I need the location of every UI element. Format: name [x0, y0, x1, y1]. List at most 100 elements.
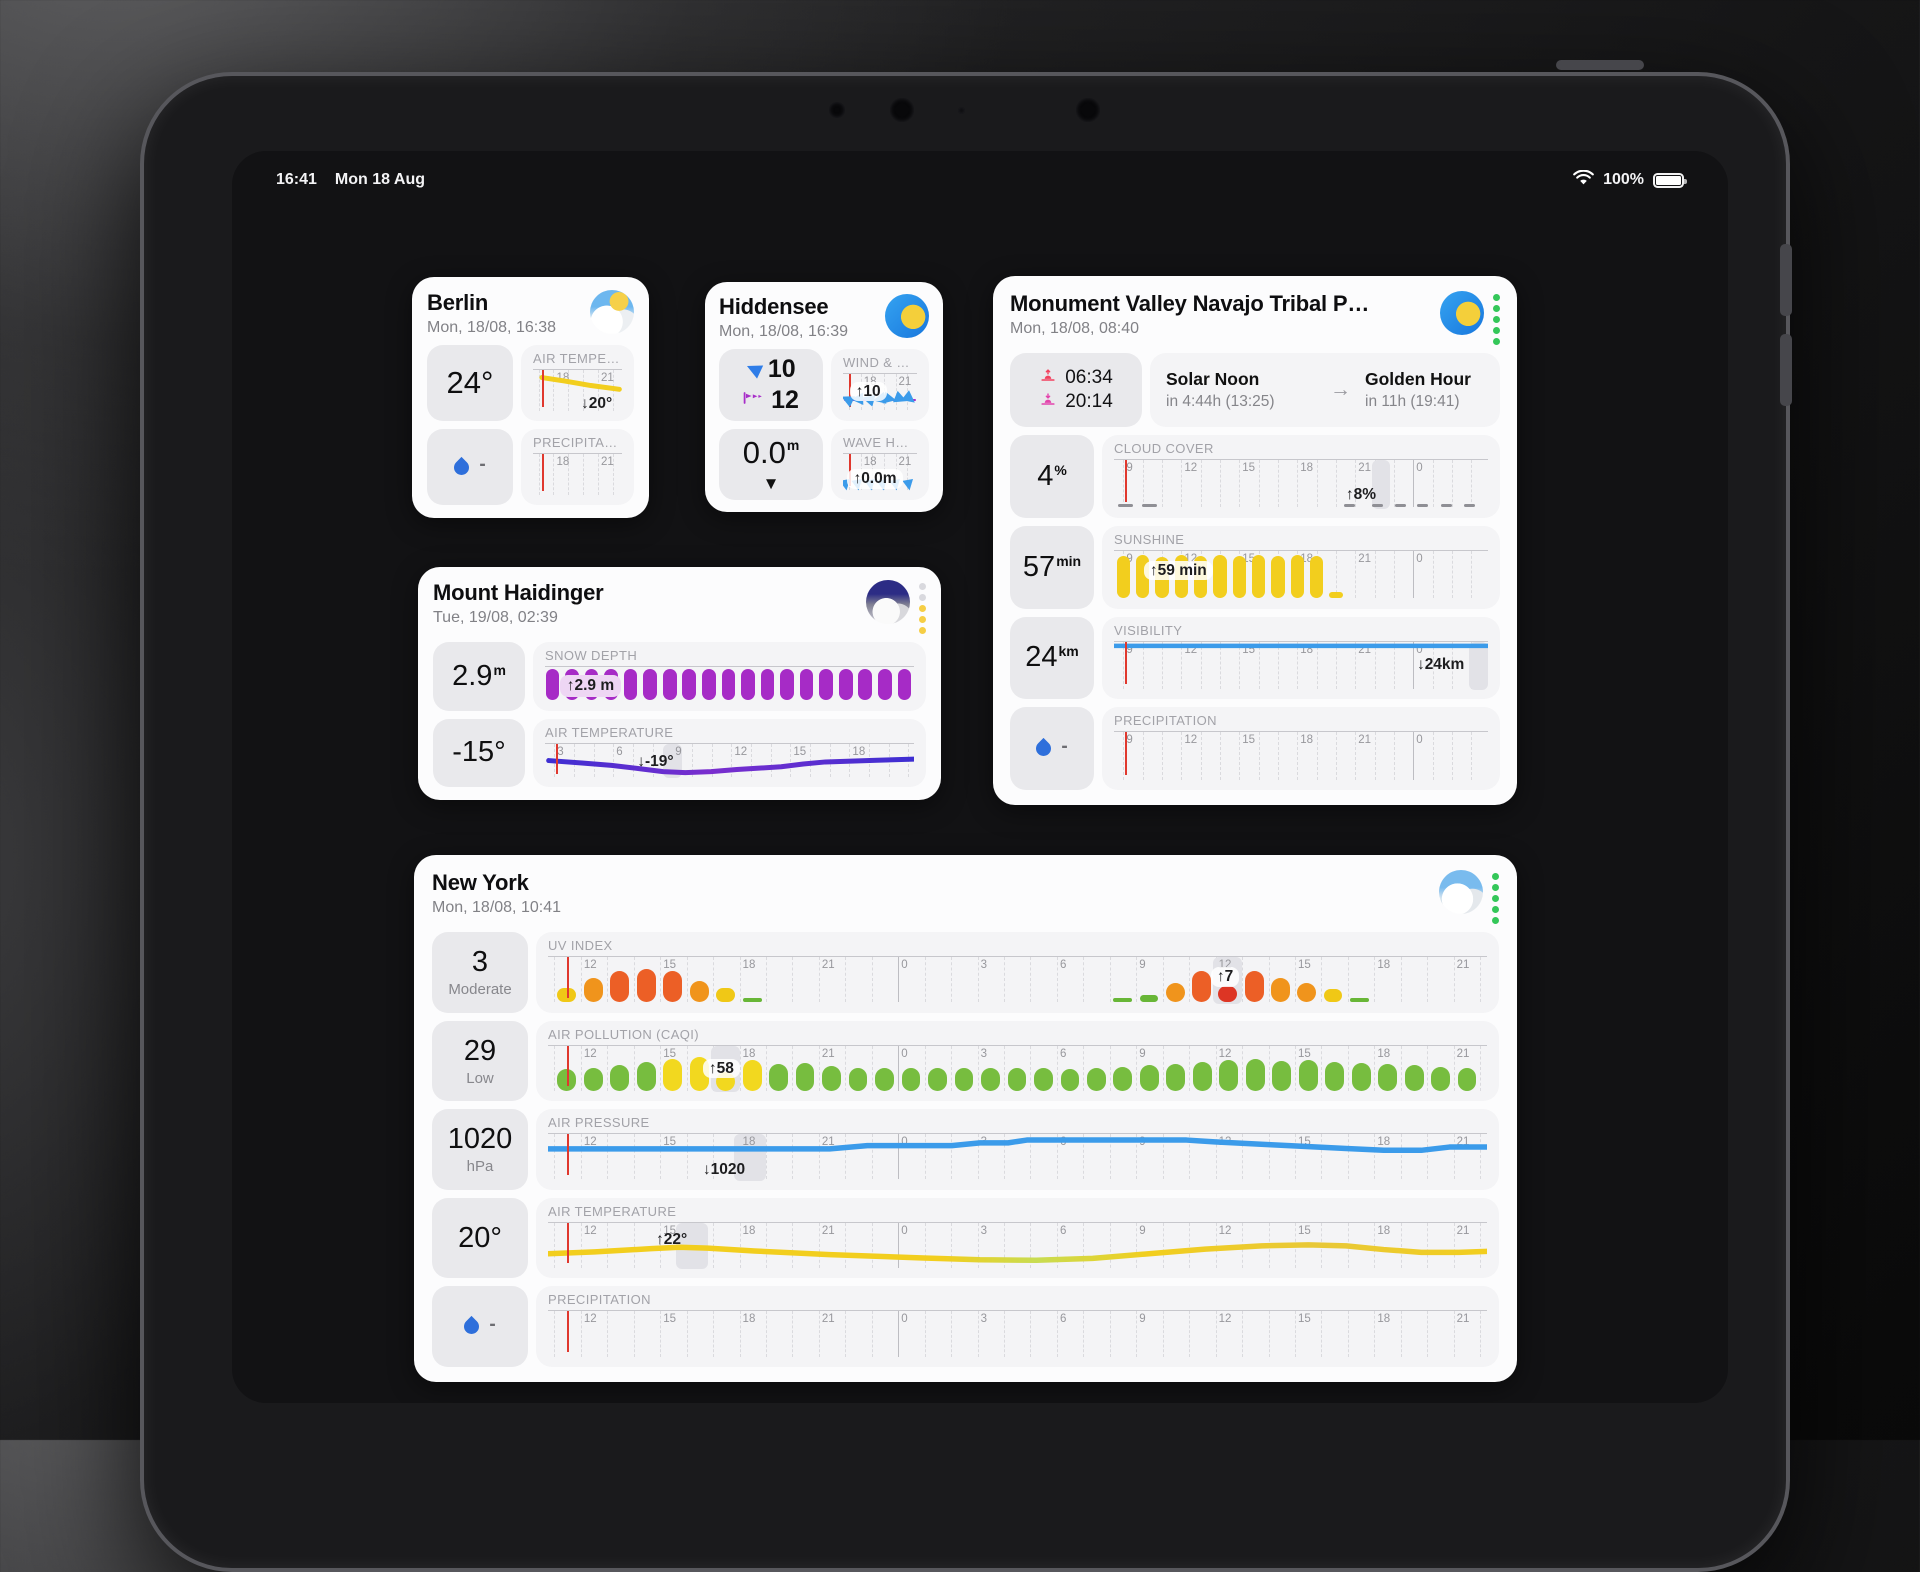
- wind-gust-icon: [743, 391, 764, 409]
- wind-gust-value: 12: [771, 385, 799, 414]
- air-pollution-chart: AIR POLLUTION (CAQI) 12 15 18 21 0 3 6 9 12 15 18 21…: [536, 1020, 1499, 1102]
- wave-tile: 0.0m ▼: [719, 428, 823, 500]
- air-pollution-level: Low: [466, 1069, 494, 1087]
- visibility-chart: VISIBILITY 9 12 15 18 21 0 ↓24km: [1102, 616, 1500, 700]
- wind-tile: ▶ 10 12: [719, 349, 823, 421]
- cloud-cover-tile: 4%: [1010, 435, 1094, 518]
- precipitation-chart: PRECIPITATION 12 15 18 21 0 3 6 9 12 15 18 21: [536, 1286, 1499, 1367]
- cloud-cover-chart: CLOUD COVER 9 12 15 18 21 0 ↑8%: [1102, 435, 1500, 518]
- widget-hiddensee[interactable]: Hiddensee Mon, 18/08, 16:39 ▶ 10 12: [705, 282, 943, 512]
- ipad-screen: 16:41 Mon 18 Aug 100% Berlin Mon, 18/08,…: [232, 151, 1728, 1403]
- precipitation-value: -: [479, 454, 486, 475]
- sunset-icon: [1039, 391, 1057, 413]
- solar-noon-title: Solar Noon: [1166, 369, 1260, 389]
- temperature-value: 24°: [446, 365, 494, 400]
- sunshine-tile: 57min: [1010, 525, 1094, 609]
- snow-depth-value: 2.9: [452, 659, 493, 692]
- visibility-tile: 24km: [1010, 616, 1094, 700]
- battery-percent: 100%: [1603, 171, 1644, 188]
- ipad-device: 16:41 Mon 18 Aug 100% Berlin Mon, 18/08,…: [140, 72, 1792, 1572]
- card-title: Mount Haidinger: [433, 580, 604, 605]
- widget-monument-valley[interactable]: Monument Valley Navajo Tribal P… Mon, 18…: [993, 276, 1517, 805]
- power-button: [1556, 60, 1644, 70]
- card-title: Hiddensee: [719, 294, 829, 319]
- status-bar: 16:41 Mon 18 Aug 100%: [232, 165, 1728, 195]
- uv-index-tile: 3 Moderate: [432, 932, 528, 1013]
- snow-depth-unit: m: [493, 661, 506, 678]
- weather-partly-cloudy-icon: [1439, 870, 1483, 914]
- sunshine-value: 57: [1022, 550, 1056, 583]
- battery-icon: [1653, 172, 1687, 188]
- precipitation-chart: PRECIPITATION 9 12 15 18 21 0: [1102, 707, 1500, 790]
- precipitation-value: -: [1061, 735, 1068, 757]
- arrow-right-icon: →: [1330, 378, 1351, 401]
- weather-sunny-icon: [885, 294, 929, 338]
- widget-mount-haidinger[interactable]: Mount Haidinger Tue, 19/08, 02:39 2.9m S…: [418, 567, 941, 800]
- widget-page-dots: [919, 580, 926, 634]
- card-title: Monument Valley Navajo Tribal P…: [1010, 291, 1370, 316]
- air-pressure-unit: hPa: [466, 1158, 494, 1176]
- wind-direction-icon: ▶: [742, 356, 765, 382]
- mic-dot-icon: [958, 107, 965, 114]
- uv-index-level: Moderate: [448, 981, 512, 999]
- sunset-time: 20:14: [1065, 391, 1113, 412]
- temperature-tile: 24°: [427, 345, 513, 421]
- cloud-cover-unit: %: [1054, 461, 1067, 478]
- precipitation-tile: -: [1010, 707, 1094, 790]
- sunshine-chart: SUNSHINE 9 12 15 18 21 0 ↑59 min: [1102, 525, 1500, 609]
- droplet-icon: [1033, 738, 1055, 760]
- visibility-unit: km: [1058, 643, 1079, 660]
- precipitation-tile: -: [427, 429, 513, 505]
- widget-page-dots: [1492, 870, 1499, 924]
- card-subtitle: Mon, 18/08, 16:39: [719, 323, 848, 340]
- front-camera2-icon: [1076, 98, 1100, 122]
- card-subtitle: Mon, 18/08, 16:38: [427, 319, 556, 336]
- card-subtitle: Tue, 19/08, 02:39: [433, 609, 558, 626]
- card-title: Berlin: [427, 290, 489, 315]
- weather-sunny-icon: [1440, 291, 1484, 335]
- visibility-value: 24: [1025, 641, 1058, 674]
- temperature-value: 20°: [458, 1221, 502, 1254]
- droplet-icon: [461, 1316, 483, 1338]
- solar-noon-sub: in 4:44h (13:25): [1166, 393, 1275, 410]
- weather-partly-cloudy-icon: [590, 290, 634, 334]
- front-camera-icon: [890, 98, 914, 122]
- weather-night-mountain-icon: [866, 580, 910, 624]
- status-date: Mon 18 Aug: [334, 171, 425, 188]
- widget-new-york[interactable]: New York Mon, 18/08, 10:41 3 Moderate UV…: [414, 855, 1517, 1382]
- droplet-icon: [451, 456, 473, 478]
- volume-down-button: [1780, 334, 1792, 406]
- air-temperature-chart: AIR TEMPERATURE 12 15 18 21 0 3 6 9 12 15 18 21 ↑22°: [536, 1197, 1499, 1279]
- temperature-tile: 20°: [432, 1197, 528, 1279]
- wave-height-value: 0.0: [742, 434, 786, 470]
- wifi-icon: [1573, 169, 1594, 191]
- widget-page-dots: [1493, 291, 1500, 345]
- snow-depth-tile: 2.9m: [433, 642, 525, 711]
- status-time: 16:41: [276, 171, 317, 188]
- air-pollution-tile: 29 Low: [432, 1020, 528, 1102]
- wind-speed-value: 10: [767, 354, 796, 383]
- precipitation-tile: -: [432, 1286, 528, 1367]
- temperature-value: -15°: [452, 736, 506, 769]
- sun-times-tile: 06:34 20:14: [1010, 353, 1142, 427]
- sunrise-time: 06:34: [1065, 367, 1113, 388]
- sun-events-panel: Solar Noon in 4:44h (13:25) → Golden Hou…: [1150, 353, 1500, 427]
- golden-hour-sub: in 11h (19:41): [1365, 393, 1460, 410]
- air-temperature-chart: AIR TEMPERATURE 3 6 9 12 15 18 ↓-19°: [533, 718, 926, 787]
- cloud-cover-value: 4: [1037, 459, 1054, 492]
- precipitation-value: -: [489, 1313, 496, 1335]
- snow-depth-chart: SNOW DEPTH ↑2.9 m: [533, 642, 926, 711]
- volume-up-button: [1780, 244, 1792, 316]
- uv-index-value: 3: [471, 946, 489, 979]
- air-pollution-value: 29: [463, 1034, 497, 1067]
- widget-berlin[interactable]: Berlin Mon, 18/08, 16:38 24° AIR TEMPE… 1…: [412, 277, 649, 518]
- wave-direction-icon: ▼: [762, 473, 780, 493]
- precipitation-chart: PRECIPITA… 18 21: [521, 429, 634, 505]
- front-sensor-icon: [829, 102, 845, 118]
- card-subtitle: Mon, 18/08, 10:41: [432, 899, 561, 916]
- sunshine-unit: min: [1056, 552, 1082, 569]
- golden-hour-title: Golden Hour: [1365, 369, 1471, 389]
- card-subtitle: Mon, 18/08, 08:40: [1010, 320, 1139, 337]
